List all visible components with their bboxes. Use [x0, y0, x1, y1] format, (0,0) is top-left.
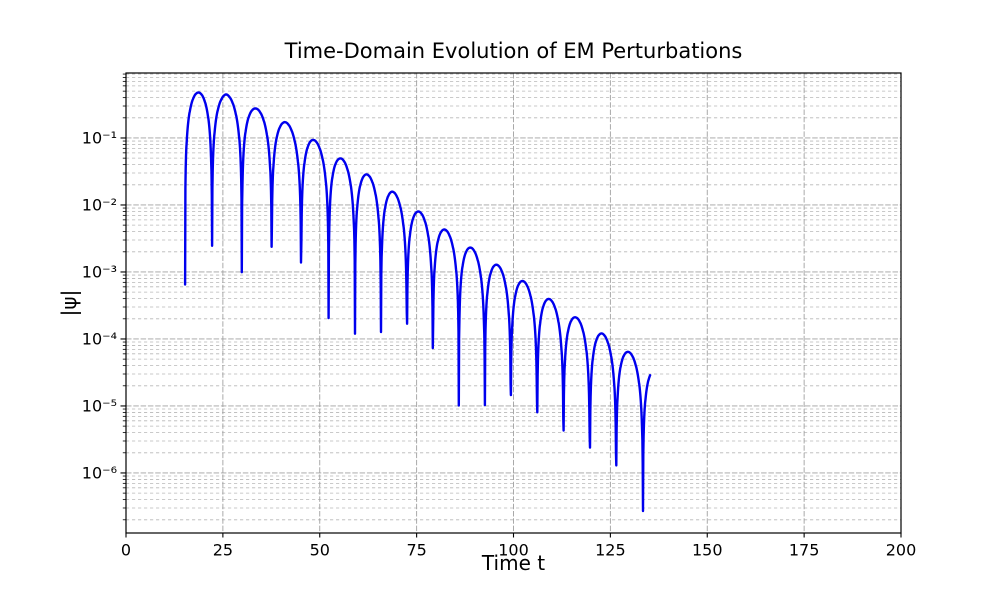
- y-tick-label: 10⁻⁵: [82, 396, 117, 415]
- x-tick-label: 25: [213, 541, 233, 560]
- x-tick-label: 125: [595, 541, 626, 560]
- x-tick-label: 175: [789, 541, 820, 560]
- chart-title: Time-Domain Evolution of EM Perturbation…: [284, 39, 743, 63]
- y-tick-label: 10⁻²: [82, 195, 117, 214]
- x-tick-label: 100: [498, 541, 529, 560]
- y-tick-label: 10⁻⁴: [82, 329, 117, 348]
- x-axis-label: Time t: [481, 551, 546, 575]
- x-tick-label: 0: [121, 541, 131, 560]
- psi-curve: [183, 91, 652, 513]
- x-tick-label: 200: [886, 541, 917, 560]
- y-tick-label: 10⁻⁶: [82, 463, 117, 482]
- x-tick-label: 50: [310, 541, 330, 560]
- y-tick-label: 10⁻¹: [82, 128, 117, 147]
- x-tick-label: 75: [406, 541, 426, 560]
- x-tick-label: 150: [692, 541, 723, 560]
- y-tick-label: 10⁻³: [82, 262, 117, 281]
